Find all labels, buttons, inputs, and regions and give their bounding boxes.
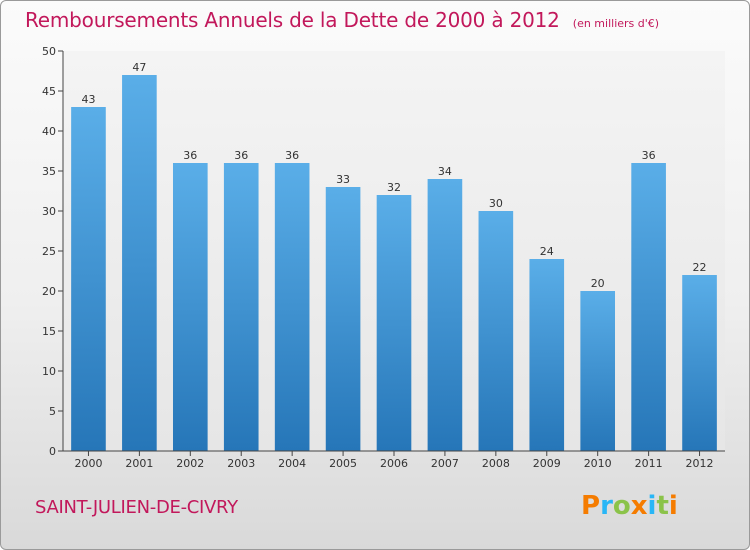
y-tick-label: 20 xyxy=(42,285,56,298)
proxiti-logo: Proxiti xyxy=(581,491,678,521)
value-label-2005: 33 xyxy=(336,173,350,186)
logo-letter: P xyxy=(581,491,601,521)
logo-letter: r xyxy=(600,491,613,521)
bar-2011 xyxy=(631,163,666,451)
bar-2006 xyxy=(376,195,412,451)
value-label-2009: 24 xyxy=(540,245,554,258)
bar-2005 xyxy=(325,187,361,451)
value-label-2001: 47 xyxy=(132,61,146,74)
chart-title-line: Remboursements Annuels de la Dette de 20… xyxy=(25,8,659,32)
value-label-2002: 36 xyxy=(183,149,197,162)
x-tick-label-2001: 2001 xyxy=(125,457,153,470)
x-tick-label-2011: 2011 xyxy=(635,457,663,470)
bar-2000 xyxy=(71,107,106,451)
x-tick-label-2009: 2009 xyxy=(533,457,561,470)
value-label-2011: 36 xyxy=(642,149,656,162)
value-label-2003: 36 xyxy=(234,149,248,162)
y-tick-label: 25 xyxy=(42,245,56,258)
x-tick-label-2006: 2006 xyxy=(380,457,408,470)
x-tick-label-2002: 2002 xyxy=(176,457,204,470)
y-tick-label: 10 xyxy=(42,365,56,378)
bars: 43 47 36 36 36 33 32 34 30 24 20 36 22 xyxy=(71,61,717,451)
logo-letter: i xyxy=(647,491,657,521)
bar-2002 xyxy=(172,163,208,451)
chart-unit: (en milliers d'€) xyxy=(572,17,660,30)
y-tick-label: 45 xyxy=(42,85,56,98)
x-tick-label-2012: 2012 xyxy=(686,457,714,470)
x-tick-label-2003: 2003 xyxy=(227,457,255,470)
bar-2009 xyxy=(529,259,565,451)
logo-letter: o xyxy=(612,491,631,521)
y-tick-label: 35 xyxy=(42,165,56,178)
bar-2004 xyxy=(274,163,310,451)
logo-letter: x xyxy=(630,491,648,521)
x-tick-label-2004: 2004 xyxy=(278,457,306,470)
value-label-2000: 43 xyxy=(81,93,95,106)
bar-2001 xyxy=(122,75,157,451)
y-tick-label: 15 xyxy=(42,325,56,338)
y-tick-label: 0 xyxy=(49,445,56,458)
x-tick-label-2005: 2005 xyxy=(329,457,357,470)
value-label-2012: 22 xyxy=(693,261,707,274)
x-tick-label-2007: 2007 xyxy=(431,457,459,470)
bar-2012 xyxy=(682,275,717,451)
commune-name: SAINT-JULIEN-DE-CIVRY xyxy=(35,497,238,518)
logo-letter: i xyxy=(668,491,678,521)
x-tick-label-2010: 2010 xyxy=(584,457,612,470)
value-label-2007: 34 xyxy=(438,165,452,178)
y-tick-label: 50 xyxy=(42,45,56,58)
bar-2008 xyxy=(478,211,514,451)
y-tick-label: 30 xyxy=(42,205,56,218)
bar-2003 xyxy=(223,163,259,451)
value-label-2004: 36 xyxy=(285,149,299,162)
bar-2010 xyxy=(580,291,616,451)
y-tick-label: 40 xyxy=(42,125,56,138)
value-label-2008: 30 xyxy=(489,197,503,210)
y-axis: 0 5 10 15 20 25 30 35 40 45 50 xyxy=(42,45,64,458)
bar-2007 xyxy=(427,179,463,451)
x-axis: 2000 2001 2002 2003 2004 2005 2006 2007 2008 2009… xyxy=(63,450,725,470)
x-tick-label-2000: 2000 xyxy=(74,457,102,470)
x-tick-label-2008: 2008 xyxy=(482,457,510,470)
logo-letter: t xyxy=(656,491,669,521)
value-label-2010: 20 xyxy=(591,277,605,290)
y-tick-label: 5 xyxy=(49,405,56,418)
value-label-2006: 32 xyxy=(387,181,401,194)
chart-title: Remboursements Annuels de la Dette de 20… xyxy=(25,8,560,32)
